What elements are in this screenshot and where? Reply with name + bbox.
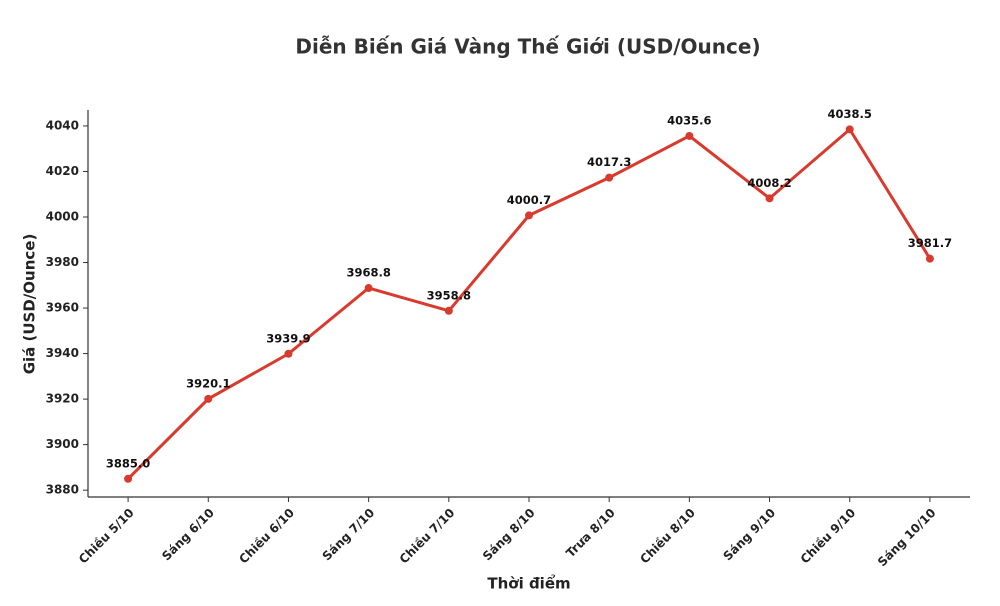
data-label: 4035.6: [667, 113, 711, 127]
y-tick-label: 3980: [46, 255, 79, 269]
data-label: 3939.9: [266, 331, 310, 345]
data-label: 4000.7: [507, 193, 551, 207]
chart-title: Diễn Biến Giá Vàng Thế Giới (USD/Ounce): [295, 35, 760, 59]
point: [925, 254, 934, 263]
data-label: 3920.1: [186, 376, 230, 390]
x-tick-label: Chiều 6/10: [236, 506, 297, 567]
x-tick-label: Trưa 8/10: [563, 506, 617, 560]
y-tick-label: 3900: [46, 437, 79, 451]
y-tick-label: 4000: [46, 209, 79, 223]
x-tick-label: Sáng 6/10: [159, 506, 217, 564]
y-tick-label: 3920: [46, 392, 79, 406]
point: [845, 125, 854, 134]
data-label: 4008.2: [747, 176, 791, 190]
x-tick-label: Chiều 5/10: [76, 506, 137, 567]
point: [605, 173, 614, 182]
data-label: 4017.3: [587, 155, 631, 169]
x-axis-label: Thời điểm: [487, 574, 570, 593]
x-tick-label: Chiều 9/10: [798, 506, 859, 567]
y-tick-label: 4040: [46, 118, 79, 132]
point: [444, 306, 453, 315]
point: [364, 284, 373, 293]
y-axis-label: Giá (USD/Ounce): [21, 234, 39, 375]
x-tick-label: Sáng 10/10: [875, 506, 939, 570]
y-tick-label: 3880: [46, 483, 79, 497]
x-tick-label: Sáng 7/10: [320, 506, 378, 564]
data-label: 3885.0: [106, 456, 150, 470]
point: [525, 211, 533, 220]
data-label: 3958.8: [427, 288, 471, 302]
data-label: 3968.8: [346, 266, 390, 280]
point: [204, 394, 213, 403]
y-tick-label: 3940: [46, 346, 79, 360]
point: [685, 131, 694, 140]
point: [284, 349, 293, 358]
line: [127, 127, 932, 480]
x-tick-label: Sáng 9/10: [721, 506, 779, 564]
point: [124, 474, 133, 483]
y-tick-label: 4020: [46, 164, 79, 178]
data-label: 3981.7: [908, 236, 952, 250]
y-tick-label: 3960: [46, 301, 79, 315]
x-tick-label: Chiều 7/10: [397, 506, 458, 567]
x-tick-label: Chiều 8/10: [637, 506, 698, 567]
data-label: 4038.5: [828, 107, 872, 121]
point: [765, 194, 774, 203]
x-tick-label: Sáng 8/10: [480, 506, 538, 564]
